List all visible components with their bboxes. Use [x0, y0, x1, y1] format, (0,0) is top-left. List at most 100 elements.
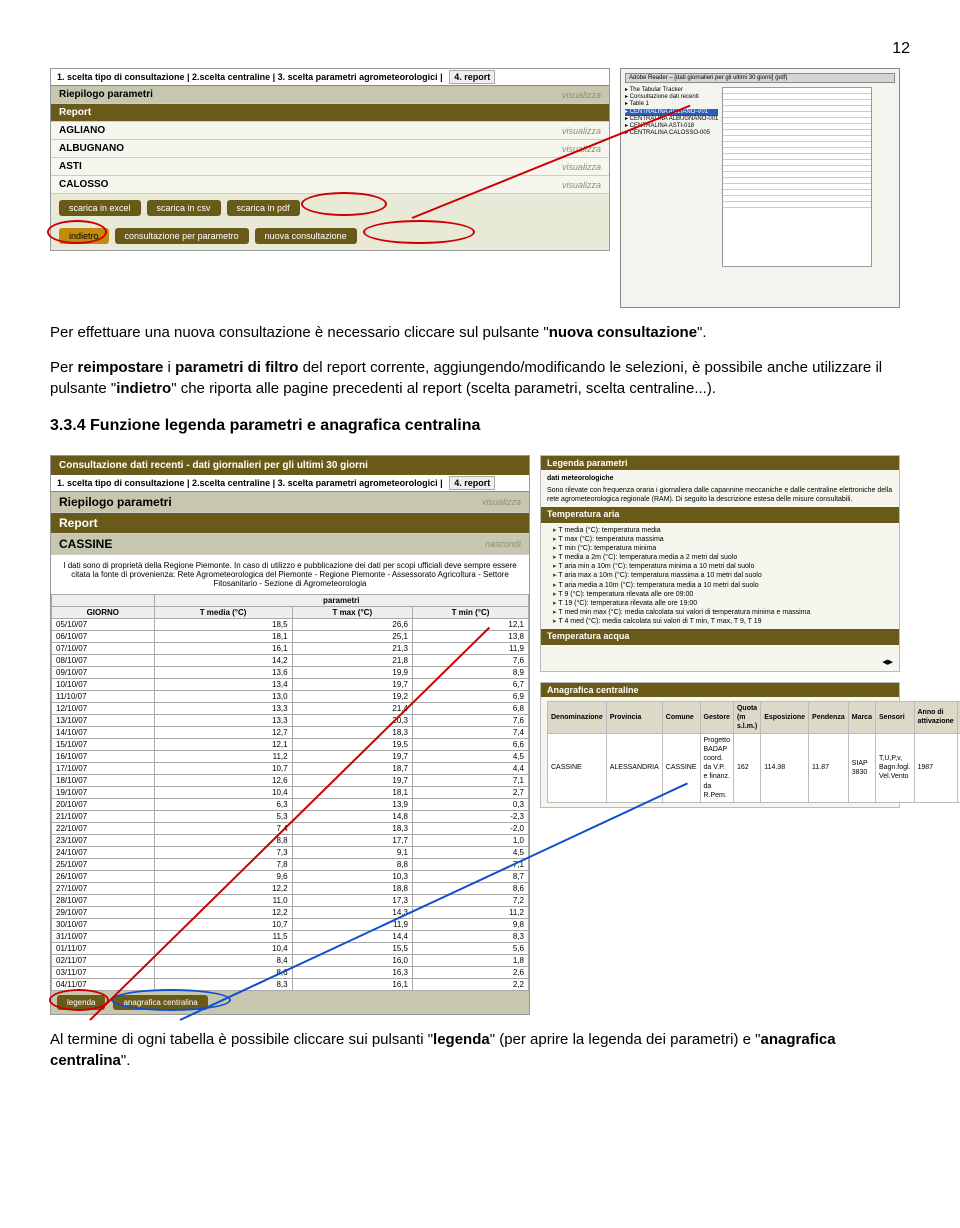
table-row: 10/10/0713,419,76,7: [52, 679, 529, 691]
page-number: 12: [50, 40, 910, 58]
row-riepilogo-parametri[interactable]: Riepilogo parametrivisualizza: [51, 492, 529, 513]
legenda-item: T aria max a 10m (°C): temperatura massi…: [553, 571, 893, 580]
table-row: 13/10/0713,320,37,6: [52, 715, 529, 727]
table-row: 28/10/0711,017,37,2: [52, 895, 529, 907]
pdf-table-thumb: [722, 87, 872, 267]
table-row: 14/10/0712,718,37,4: [52, 727, 529, 739]
anag-th: Quota (m s.l.m.): [733, 701, 760, 733]
table-row: 19/10/0710,418,12,7: [52, 787, 529, 799]
anag-td: SIAP 3830: [848, 734, 875, 803]
table-row: 12/10/0713,321,46,8: [52, 703, 529, 715]
anag-td: 11.87: [809, 734, 849, 803]
anag-td: ALESSANDRIA: [606, 734, 662, 803]
para-2: Per reimpostare i parametri di filtro de…: [50, 357, 910, 399]
table-row: 29/10/0712,214,311,2: [52, 907, 529, 919]
scarica-in-csv-button[interactable]: scarica in csv: [147, 200, 221, 216]
table-row: 23/10/078,817,71,0: [52, 835, 529, 847]
attribution: I dati sono di proprietà della Regione P…: [51, 555, 529, 594]
pdf-tree-item: ▸ The Tabular Tracker: [625, 87, 718, 94]
row-cassine[interactable]: CASSINEnascondi: [51, 534, 529, 555]
scarica-in-pdf-button[interactable]: scarica in pdf: [227, 200, 300, 216]
table-row: 31/10/0711,514,48,3: [52, 931, 529, 943]
tab-active-2[interactable]: 4. report: [449, 476, 495, 490]
anagrafica-title: Anagrafica centraline: [541, 683, 899, 697]
legenda-item: T media (°C): temperatura media: [553, 526, 893, 535]
row-report[interactable]: Report: [51, 104, 609, 122]
table-row: 18/10/0712,619,77,1: [52, 775, 529, 787]
anag-td: T,U,P,v, Bagn.fogl. Vel.Vento: [875, 734, 914, 803]
nav-buttons: indietro consultazione per parametro nuova…: [51, 222, 609, 250]
anag-th: Marca: [848, 701, 875, 733]
table-row: 01/11/0710,415,55,6: [52, 943, 529, 955]
th: T min (°C): [412, 607, 528, 619]
row-calosso[interactable]: CALOSSOvisualizza: [51, 176, 609, 194]
legenda-item: T 4 med (°C): media calcolata sui valori…: [553, 617, 893, 626]
anagrafica-box: Anagrafica centraline DenominazioneProvi…: [540, 682, 900, 808]
report-panel: 1. scelta tipo di consultazione | 2.scel…: [50, 68, 610, 251]
th: T max (°C): [292, 607, 412, 619]
legenda-group1: Temperatura aria: [541, 507, 899, 523]
anag-th: Provincia: [606, 701, 662, 733]
table-row: 17/10/0710,718,74,4: [52, 763, 529, 775]
indietro-button[interactable]: indietro: [59, 228, 109, 244]
nuova-consultazione-button[interactable]: nuova consultazione: [255, 228, 357, 244]
table-row: 15/10/0712,119,56,6: [52, 739, 529, 751]
pdf-preview: Adobe Reader – [dati giornalieri per gli…: [620, 68, 900, 308]
legenda-item: T min (°C): temperatura minima: [553, 544, 893, 553]
table-row: 11/10/0713,019,26,9: [52, 691, 529, 703]
section-heading: 3.3.4 Funzione legenda parametri e anagr…: [50, 417, 910, 435]
anag-td: Progetto BADAP coord. da V.P. e finanz. …: [700, 734, 733, 803]
legenda-item: T media a 2m (°C): temperatura media a 2…: [553, 553, 893, 562]
legenda-item: T aria media a 10m (°C): temperatura med…: [553, 581, 893, 590]
row-agliano[interactable]: AGLIANOvisualizza: [51, 122, 609, 140]
tabs: 1. scelta tipo di consultazione | 2.scel…: [51, 69, 609, 86]
legenda-item: T max (°C): temperatura massima: [553, 535, 893, 544]
th: T media (°C): [154, 607, 292, 619]
anag-td: 114.38: [761, 734, 809, 803]
anag-td: 162: [733, 734, 760, 803]
anag-th: Comune: [662, 701, 700, 733]
anag-th: Esposizione: [761, 701, 809, 733]
table-row: 09/10/0713,619,98,9: [52, 667, 529, 679]
pdf-title: Adobe Reader – [dati giornalieri per gli…: [625, 73, 895, 83]
pdf-tree-item: ▸ Table 1: [625, 101, 718, 108]
para-1: Per effettuare una nuova consultazione è…: [50, 322, 910, 343]
legenda-item: T aria min a 10m (°C): temperatura minim…: [553, 562, 893, 571]
th: GIORNO: [52, 607, 155, 619]
row-report[interactable]: Report: [51, 513, 529, 534]
legenda-items: T media (°C): temperatura mediaT max (°C…: [547, 526, 893, 626]
table-row: 16/10/0711,219,74,5: [52, 751, 529, 763]
row-riepilogo-parametri[interactable]: Riepilogo parametrivisualizza: [51, 86, 609, 104]
table-row: 07/10/0716,121,311,9: [52, 643, 529, 655]
table-row: 02/11/078,416,01,8: [52, 955, 529, 967]
legenda-title: Legenda parametri: [541, 456, 899, 470]
download-buttons: scarica in excel scarica in csv scarica in…: [51, 194, 609, 222]
anag-th: Denominazione: [548, 701, 607, 733]
pdf-tree-item: ▸ CENTRALINA ALBUGNANO-001: [625, 116, 718, 123]
para-3: Al termine di ogni tabella è possibile c…: [50, 1029, 910, 1071]
legenda-item: T med min max (°C): media calcolata sui …: [553, 608, 893, 617]
anag-th: Anno di attivazione: [914, 701, 957, 733]
legend-row: legendaanagrafica centralina: [51, 991, 529, 1014]
table-row: 05/10/0718,526,612,1: [52, 619, 529, 631]
th-group: parametri: [154, 595, 528, 607]
scarica-in-excel-button[interactable]: scarica in excel: [59, 200, 141, 216]
tab-active[interactable]: 4. report: [449, 70, 495, 84]
pdf-tree-item: ▸ CENTRALINA CALOSSO-005: [625, 130, 718, 137]
anagrafica-table: DenominazioneProvinciaComuneGestoreQuota…: [547, 701, 960, 803]
report-with-data: Consultazione dati recenti - dati giorna…: [50, 455, 530, 1015]
table-row: 25/10/077,88,87,1: [52, 859, 529, 871]
table-row: 06/10/0718,125,113,8: [52, 631, 529, 643]
anag-td: CASSINE: [548, 734, 607, 803]
pdf-tree-item: ▸ Consultazione dati recenti: [625, 94, 718, 101]
row-albugnano[interactable]: ALBUGNANOvisualizza: [51, 140, 609, 158]
data-table: parametri GIORNOT media (°C)T max (°C)T …: [51, 594, 529, 991]
table-row: 20/10/076,313,90,3: [52, 799, 529, 811]
anag-th: Pendenza: [809, 701, 849, 733]
table-row: 26/10/079,610,38,7: [52, 871, 529, 883]
anag-th: Gestore: [700, 701, 733, 733]
legenda-sub: dati meteorologiche: [547, 475, 614, 482]
legenda-item: T 9 (°C): temperatura rilevata alle ore …: [553, 590, 893, 599]
consultazione-per-parametro-button[interactable]: consultazione per parametro: [115, 228, 249, 244]
anag-td: 1987: [914, 734, 957, 803]
